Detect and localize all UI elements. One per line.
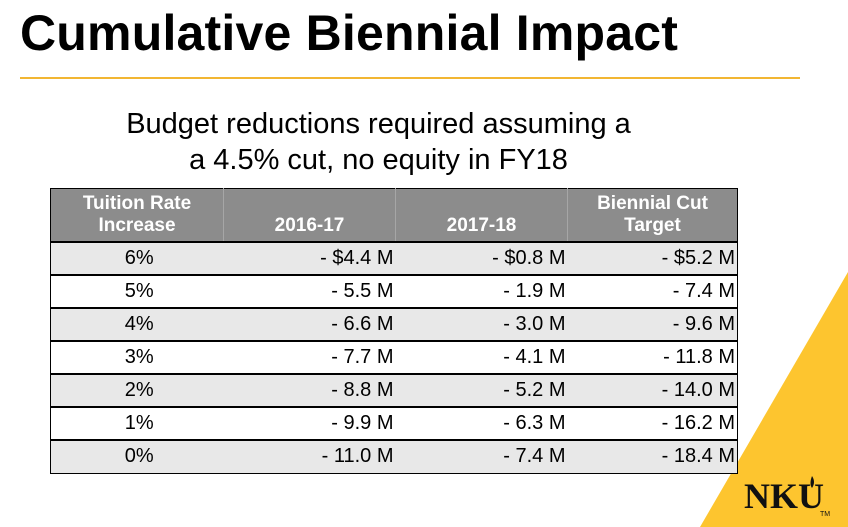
cell-2017-18: - 5.2 M (395, 373, 568, 407)
cell-rate: 6% (50, 241, 224, 275)
title-divider (20, 77, 800, 79)
cell-target: - 9.6 M (567, 307, 738, 341)
cell-2016-17: - 5.5 M (223, 274, 396, 308)
table-row: 1% - 9.9 M - 6.3 M - 16.2 M (50, 406, 738, 440)
cell-2017-18: - 3.0 M (395, 307, 568, 341)
cell-2016-17: - 9.9 M (223, 406, 396, 440)
cell-target: - 18.4 M (567, 439, 738, 473)
cell-target: - $5.2 M (567, 241, 738, 275)
cell-2017-18: - 6.3 M (395, 406, 568, 440)
cell-2016-17: - 11.0 M (223, 439, 396, 473)
header-biennial-cut-target: Biennial Cut Target (567, 188, 738, 242)
cell-2016-17: - 6.6 M (223, 307, 396, 341)
trademark-mark: TM (820, 511, 830, 518)
subtitle-line-1: Budget reductions required assuming a (126, 108, 631, 140)
subtitle-line-2: a 4.5% cut, no equity in FY18 (189, 144, 568, 176)
cell-rate: 4% (50, 307, 224, 341)
cell-target: - 16.2 M (567, 406, 738, 440)
cell-rate: 3% (50, 340, 224, 374)
table-row: 6% - $4.4 M - $0.8 M - $5.2 M (50, 241, 738, 275)
cell-target: - 7.4 M (567, 274, 738, 308)
table-row: 0% - 11.0 M - 7.4 M - 18.4 M (50, 439, 738, 473)
slide-subtitle: Budget reductions required assuming a a … (0, 106, 757, 178)
table-row: 3% - 7.7 M - 4.1 M - 11.8 M (50, 340, 738, 374)
table-header-row: Tuition Rate Increase 2016-17 2017-18 Bi… (50, 188, 738, 242)
cell-rate: 5% (50, 274, 224, 308)
cell-2017-18: - 1.9 M (395, 274, 568, 308)
budget-reduction-table: Tuition Rate Increase 2016-17 2017-18 Bi… (50, 188, 738, 474)
cell-rate: 2% (50, 373, 224, 407)
table-row: 5% - 5.5 M - 1.9 M - 7.4 M (50, 274, 738, 308)
cell-target: - 14.0 M (567, 373, 738, 407)
cell-2017-18: - 4.1 M (395, 340, 568, 374)
cell-rate: 0% (50, 439, 224, 473)
header-tuition-rate: Tuition Rate Increase (50, 188, 224, 242)
header-2017-18: 2017-18 (395, 188, 568, 242)
nku-logo: NKU TM (744, 476, 830, 518)
cell-rate: 1% (50, 406, 224, 440)
slide-title: Cumulative Biennial Impact (20, 5, 679, 61)
cell-target: - 11.8 M (567, 340, 738, 374)
cell-2016-17: - 7.7 M (223, 340, 396, 374)
table-row: 2% - 8.8 M - 5.2 M - 14.0 M (50, 373, 738, 407)
header-2016-17: 2016-17 (223, 188, 396, 242)
cell-2017-18: - $0.8 M (395, 241, 568, 275)
cell-2016-17: - $4.4 M (223, 241, 396, 275)
flame-icon (810, 476, 814, 488)
table-row: 4% - 6.6 M - 3.0 M - 9.6 M (50, 307, 738, 341)
cell-2016-17: - 8.8 M (223, 373, 396, 407)
cell-2017-18: - 7.4 M (395, 439, 568, 473)
